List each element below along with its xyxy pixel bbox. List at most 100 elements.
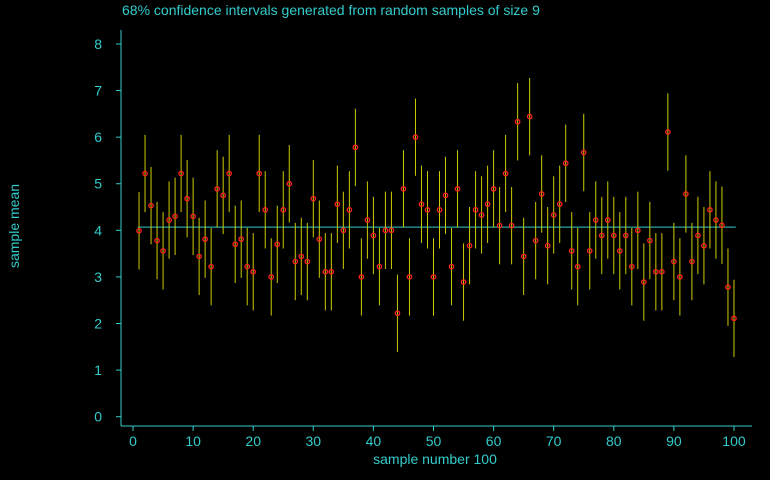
- sample-mean-point: [646, 237, 653, 244]
- sample-mean-point: [358, 274, 365, 280]
- sample-mean-point: [424, 206, 431, 213]
- y-tick-label: 1: [94, 362, 102, 378]
- sample-mean-point: [490, 186, 497, 192]
- y-axis-label: sample mean: [6, 184, 22, 268]
- sample-mean-point: [634, 227, 641, 234]
- sample-mean-point: [364, 217, 371, 223]
- sample-mean-point: [226, 170, 233, 177]
- sample-mean-point: [604, 217, 611, 223]
- x-tick-label: 10: [185, 433, 201, 449]
- sample-mean-point: [719, 222, 725, 229]
- sample-mean-point: [538, 191, 545, 197]
- sample-mean-point: [304, 258, 311, 265]
- x-tick-label: 80: [606, 433, 622, 449]
- sample-mean-point: [665, 129, 671, 135]
- sample-mean-point: [460, 279, 467, 285]
- sample-mean-point: [142, 170, 148, 177]
- y-tick-label: 0: [94, 409, 102, 425]
- sample-mean-point: [683, 191, 689, 197]
- sample-mean-point: [418, 201, 425, 208]
- sample-mean-point: [671, 258, 677, 265]
- sample-mean-point: [448, 263, 455, 270]
- sample-mean-point: [196, 253, 202, 260]
- sample-mean-point: [370, 232, 377, 239]
- sample-mean-point: [556, 201, 563, 208]
- sample-mean-point: [298, 253, 305, 260]
- sample-mean-point: [166, 217, 172, 223]
- sample-mean-point: [496, 222, 503, 229]
- sample-mean-point: [472, 206, 479, 213]
- sample-mean-point: [172, 213, 178, 220]
- sample-mean-point: [532, 237, 539, 244]
- sample-mean-point: [616, 247, 623, 254]
- sample-mean-point: [388, 227, 395, 234]
- x-axis-label: sample number 100: [373, 451, 497, 467]
- sample-mean-point: [286, 180, 293, 187]
- sample-mean-point: [725, 284, 731, 291]
- sample-mean-point: [256, 170, 263, 177]
- sample-mean-point: [514, 118, 521, 125]
- sample-mean-point: [268, 274, 275, 280]
- y-tick-label: 2: [94, 316, 102, 332]
- sample-mean-point: [148, 202, 154, 209]
- sample-mean-point: [250, 268, 257, 275]
- sample-mean-point: [731, 315, 737, 322]
- sample-mean-point: [713, 217, 719, 223]
- sample-mean-point: [652, 268, 659, 275]
- sample-mean-point: [316, 236, 323, 243]
- sample-mean-point: [622, 232, 629, 239]
- chart-title: 68% confidence intervals generated from …: [122, 2, 540, 18]
- sample-mean-point: [214, 186, 221, 192]
- sample-mean-point: [220, 192, 227, 199]
- sample-mean-point: [659, 268, 665, 275]
- sample-mean-point: [190, 213, 196, 220]
- x-tick-label: 70: [546, 433, 562, 449]
- sample-mean-point: [436, 206, 443, 213]
- sample-mean-point: [406, 274, 413, 280]
- y-tick-label: 4: [94, 222, 102, 238]
- y-tick-label: 7: [94, 83, 102, 99]
- x-tick-label: 50: [426, 433, 442, 449]
- sample-mean-point: [430, 274, 437, 280]
- sample-mean-point: [520, 253, 527, 260]
- sample-mean-point: [677, 274, 683, 280]
- sample-mean-point: [695, 232, 701, 239]
- sample-mean-point: [328, 268, 335, 275]
- x-tick-label: 30: [306, 433, 322, 449]
- sample-mean-point: [274, 241, 281, 248]
- sample-mean-point: [598, 232, 605, 239]
- x-tick-label: 40: [366, 433, 382, 449]
- sample-mean-point: [412, 134, 419, 141]
- sample-mean-point: [466, 242, 473, 249]
- sample-mean-point: [202, 236, 208, 243]
- sample-mean-point: [178, 170, 184, 177]
- sample-mean-point: [334, 201, 341, 208]
- sample-mean-point: [707, 206, 713, 213]
- sample-mean-point: [340, 227, 347, 234]
- sample-mean-point: [640, 279, 647, 285]
- sample-mean-point: [292, 258, 299, 265]
- sample-mean-point: [382, 227, 389, 234]
- sample-mean-point: [232, 241, 239, 248]
- x-tick-label: 60: [486, 433, 502, 449]
- sample-mean-point: [184, 195, 190, 202]
- sample-mean-point: [154, 237, 160, 244]
- sample-mean-point: [322, 268, 329, 275]
- sample-mean-point: [574, 263, 581, 270]
- sample-mean-point: [508, 222, 515, 229]
- sample-mean-point: [544, 242, 551, 249]
- sample-mean-point: [136, 227, 142, 234]
- sample-mean-point: [400, 186, 407, 192]
- sample-mean-point: [592, 217, 599, 223]
- sample-mean-point: [376, 263, 383, 270]
- sample-mean-point: [562, 160, 569, 167]
- sample-mean-point: [244, 263, 251, 270]
- x-tick-label: 0: [129, 433, 137, 449]
- sample-mean-point: [352, 144, 359, 151]
- x-tick-label: 100: [722, 433, 746, 449]
- sample-mean-point: [689, 258, 695, 265]
- sample-mean-point: [526, 113, 533, 120]
